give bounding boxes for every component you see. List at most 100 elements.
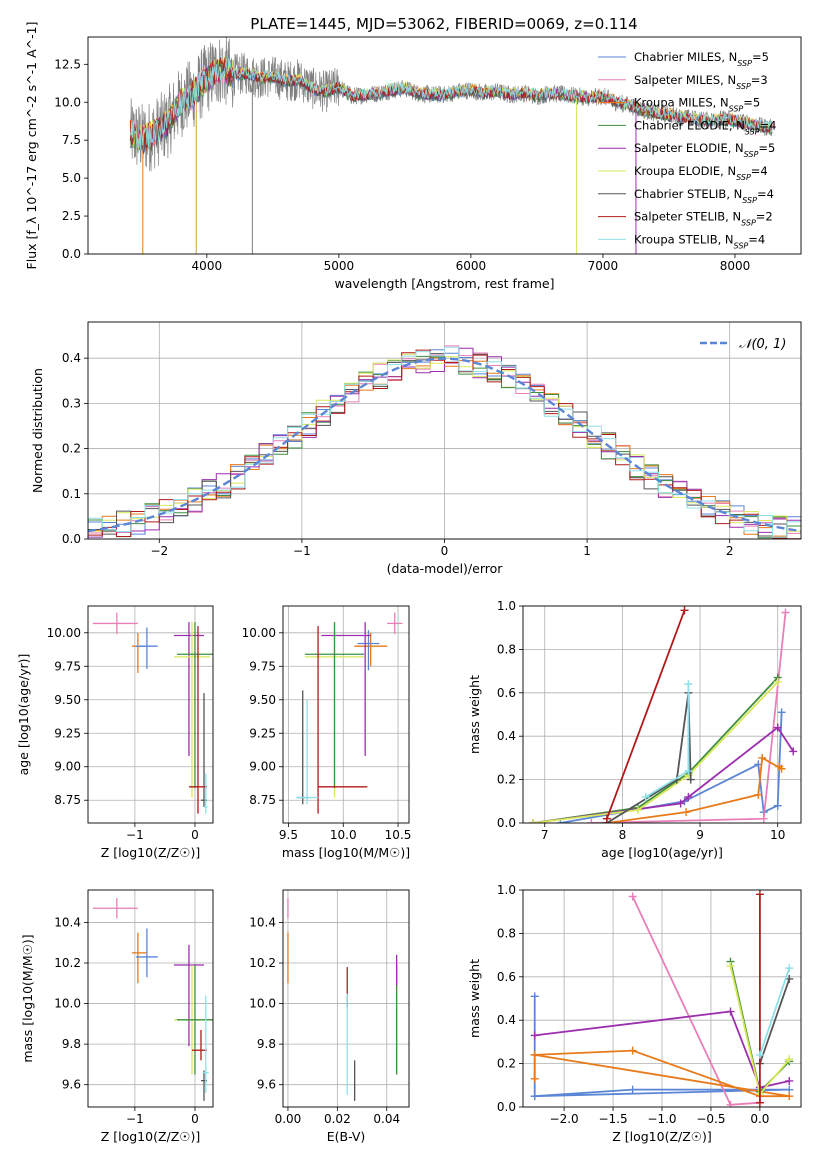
x-tick-label: 4000 [192,259,223,273]
x-tick-label: 7000 [588,259,619,273]
axes-frame [522,605,802,824]
x-axis-label: age [log10(age/yr)] [601,845,723,860]
legend-count: =5 [752,50,769,64]
weight-point-marker [726,1007,735,1016]
x-tick-label: −2.0 [550,1112,579,1126]
x-axis-label: Z [log10(Z/Z☉)] [101,845,201,860]
x-tick-label: 0 [191,1112,199,1126]
errorbar-point [304,622,365,789]
y-axis-label: mass [log10(M/M☉)] [20,934,35,1062]
weight-point-marker [726,961,735,970]
y-tick-label: 0.2 [62,442,81,456]
x-tick-label: −1 [293,544,311,558]
errorbars [296,612,403,814]
x-tick-label: 10.5 [385,828,412,842]
y-tick-label: 9.00 [249,760,276,774]
y-tick-label: 8.75 [249,793,276,807]
observed-spectrum [129,37,773,172]
histogram-series [88,349,801,539]
weight-point-marker [755,1050,764,1059]
x-tick-label: 5000 [324,259,355,273]
errorbar-point [173,944,204,1047]
weight-point-marker [628,1085,637,1094]
legend-count: =4 [760,118,777,132]
x-axis-label: Z [log10(Z/Z☉)] [101,1129,201,1144]
x-tick-label: 0.00 [275,1112,302,1126]
errorbar-point [173,622,204,757]
legend-subscript: SSP [741,218,756,227]
errorbar-point [136,928,158,978]
x-tick-label: −1.0 [647,1112,676,1126]
legend-count: =5 [758,141,775,155]
y-tick-label: 9.75 [54,659,81,673]
weight-series-line [534,1010,790,1089]
weight-lines [529,606,798,823]
weight-point-marker [785,1055,794,1064]
y-tick-label: 2.5 [62,209,81,223]
errorbar-point [354,632,388,667]
x-tick-label: 6000 [456,259,487,273]
y-tick-label: 7.5 [62,133,81,147]
weight-point-marker [676,799,685,808]
y-tick-label: 0.0 [62,532,81,546]
y-tick-label: 9.6 [257,1078,276,1092]
x-tick-label: −1 [126,1112,144,1126]
axes-frame [282,889,410,1108]
x-tick-label: 7 [541,828,549,842]
errorbar-point [176,965,213,1075]
weight-point-marker [785,1076,794,1085]
spectrum-lines [129,37,773,254]
weight-point-marker [680,606,689,615]
y-tick-label: 9.50 [249,693,276,707]
weight-point-marker [684,792,693,801]
axes-frame [522,889,802,1108]
x-axis-label: E(B-V) [327,1129,366,1144]
legend-label: Kroupa STELIB, NSSP=4 [634,232,765,250]
weight-lines [530,890,794,1107]
weight-point-marker [529,819,538,823]
weight-point-marker [755,1098,764,1107]
legend-subscript: SSP [734,241,749,250]
y-tick-label: 10.4 [249,915,276,929]
weight-point-marker [785,964,794,973]
legend-label: Kroupa ELODIE, NSSP=4 [634,164,768,182]
histogram-series [88,346,801,539]
weight-point-marker [775,762,784,771]
weight-point-marker [628,1046,637,1055]
x-axis-label: Z [log10(Z/Z☉)] [612,1129,712,1144]
x-tick-label: −0.5 [696,1112,725,1126]
y-axis-label: age [log10(age/yr)] [16,654,31,776]
y-tick-label: 9.25 [249,726,276,740]
weight-point-marker [587,819,596,823]
y-tick-label: 0.0 [62,247,81,261]
x-axis-label: (data-model)/error [387,561,504,576]
x-axis-label: wavelength [Angstrom, rest frame] [334,276,554,291]
y-tick-label: 0.1 [62,487,81,501]
weight-point-marker [602,814,611,823]
weight-point-marker [628,892,637,901]
x-tick-label: 0 [191,828,199,842]
figure-title: PLATE=1445, MJD=53062, FIBERID=0069, z=0… [250,15,637,33]
y-tick-label: 10.0 [54,997,81,1011]
histograms [88,345,801,539]
x-tick-label: 10.0 [330,828,357,842]
massweight-vs-Z-panel: −2.0 −1.5 −1.0 −0.5 0.0 0.0 0.2 0.4 0.6 0.8 1.0 Z [… [467,883,802,1144]
legend-subscript: SSP [729,104,744,113]
y-tick-label: 10.0 [249,997,276,1011]
y-tick-label: 0.0 [497,1100,516,1114]
weight-point-marker [773,723,782,732]
age-vs-Z-panel: −1 0 8.75 9.00 9.25 9.50 9.75 10.00 Z [log10(Z/Z… [16,605,214,860]
legend-count: =4 [751,164,768,178]
y-axis-label: mass weight [467,959,482,1038]
legend-subscript: SSP [737,59,752,68]
weight-series-line [759,978,791,1064]
weight-point-marker [682,808,691,817]
weight-point-marker [754,790,763,799]
errorbar-point [92,612,138,635]
x-tick-label: 0.02 [324,1112,351,1126]
legend-count: =4 [757,187,774,201]
weight-point-marker [530,1050,539,1059]
weight-point-marker [773,801,782,810]
weight-point-marker [789,747,798,756]
y-axis-label: Flux [f_λ 10^-17 erg cm^-2 s^-1 A^-1] [24,22,39,270]
